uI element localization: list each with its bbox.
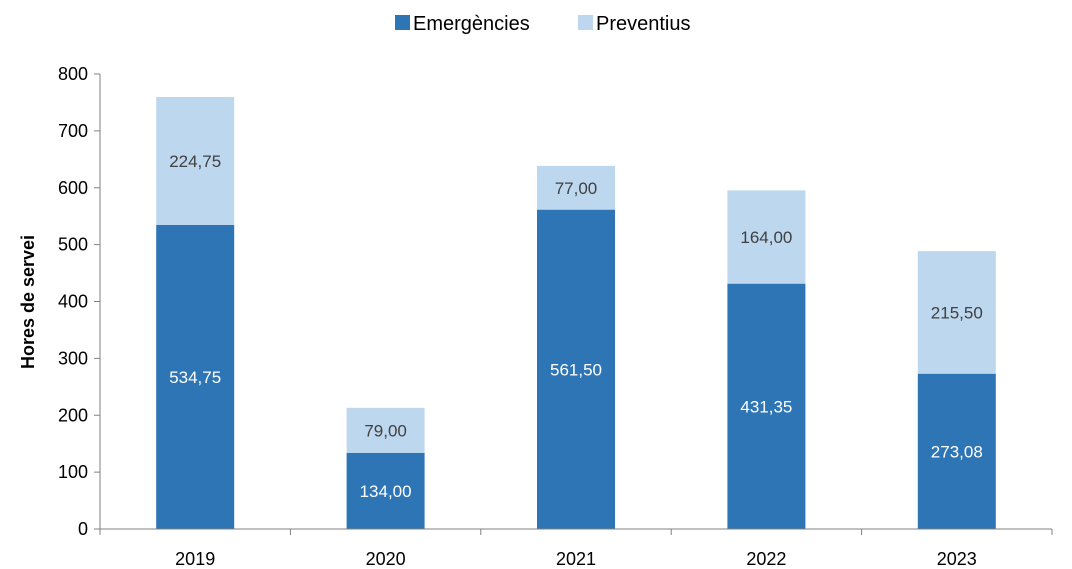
data-label-emergencies-2020: 134,00	[360, 482, 412, 501]
y-tick-label: 400	[58, 292, 88, 312]
x-tick-label: 2023	[937, 549, 977, 569]
y-tick-label: 700	[58, 121, 88, 141]
y-tick-label: 300	[58, 348, 88, 368]
legend-label-emergencies: Emergències	[413, 13, 530, 35]
data-label-preventius-2023: 215,50	[931, 303, 983, 322]
y-tick-label: 500	[58, 235, 88, 255]
data-label-emergencies-2021: 561,50	[550, 360, 602, 379]
y-tick-label: 0	[78, 519, 88, 539]
data-label-preventius-2019: 224,75	[169, 152, 221, 171]
x-tick-label: 2020	[366, 549, 406, 569]
data-label-preventius-2022: 164,00	[740, 228, 792, 247]
x-tick-label: 2021	[556, 549, 596, 569]
bar-preventius-2022	[727, 190, 806, 284]
data-label-emergencies-2023: 273,08	[931, 442, 983, 461]
y-tick-label: 200	[58, 405, 88, 425]
y-axis-title: Hores de servei	[18, 235, 38, 369]
bars: 534,75 224,75 134,00 79,00 561,50 77,00 431,35…	[156, 97, 996, 529]
legend: Emergències Preventius	[395, 13, 691, 35]
y-tick-label: 600	[58, 178, 88, 198]
bar-preventius-2023	[917, 251, 996, 374]
bar-emergencies-2022	[727, 283, 806, 529]
bar-preventius-2020	[346, 407, 425, 453]
y-axis: 0 100 200 300 400 500 600 700 800	[58, 64, 101, 539]
data-label-preventius-2020: 79,00	[364, 421, 407, 440]
x-axis: 2019 2020 2021 2022 2023	[99, 528, 1053, 569]
x-tick-label: 2019	[175, 549, 215, 569]
bar-preventius-2019	[156, 97, 235, 225]
data-label-preventius-2021: 77,00	[555, 179, 598, 198]
legend-swatch-preventius	[578, 15, 593, 30]
x-tick-label: 2022	[746, 549, 786, 569]
bar-preventius-2021	[537, 165, 615, 210]
y-tick-label: 100	[58, 462, 88, 482]
legend-label-preventius: Preventius	[596, 13, 691, 35]
y-tick-label: 800	[58, 64, 88, 84]
bar-emergencies-2020	[346, 452, 425, 529]
bar-emergencies-2023	[917, 373, 996, 529]
bar-emergencies-2021	[537, 209, 615, 529]
data-label-emergencies-2019: 534,75	[169, 368, 221, 387]
bar-emergencies-2019	[156, 224, 235, 529]
data-label-emergencies-2022: 431,35	[740, 397, 792, 416]
legend-swatch-emergencies	[395, 15, 410, 30]
